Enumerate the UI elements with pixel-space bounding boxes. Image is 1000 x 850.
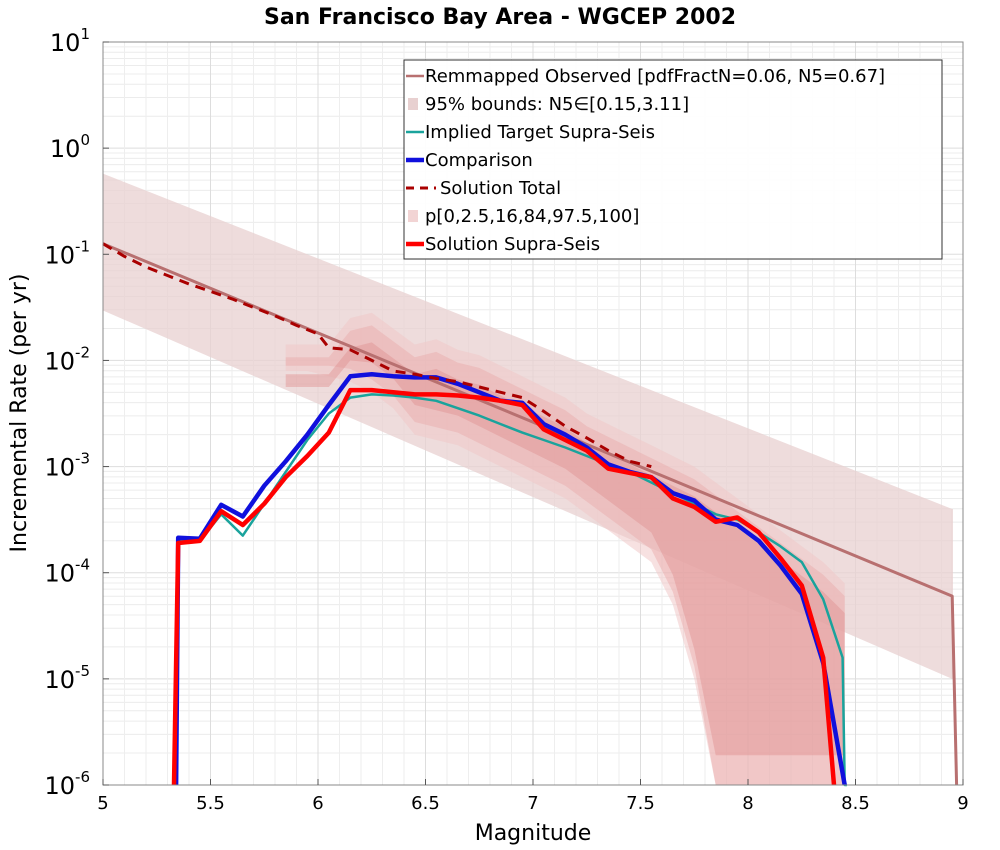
y-tick-exponent: 1 — [80, 25, 90, 43]
y-tick-exponent: -4 — [75, 556, 90, 574]
x-tick-label: 7.5 — [626, 793, 655, 814]
y-tick-label: 10-2 — [44, 343, 90, 375]
legend-label: Remmapped Observed [pdfFractN=0.06, N5=0… — [425, 66, 885, 87]
percentile-band-16-84 — [285, 342, 845, 756]
percentile-band-0-100 — [285, 312, 845, 785]
y-tick-base: 10 — [44, 666, 75, 694]
legend-box — [403, 59, 943, 260]
y-tick-exponent: 0 — [80, 131, 90, 149]
y-tick-label: 10-3 — [44, 450, 90, 482]
legend-label: Comparison — [425, 150, 533, 171]
y-tick-base: 10 — [44, 454, 75, 482]
x-tick-label: 5.5 — [196, 793, 225, 814]
x-axis-ticks: 5 5.5 6 6.5 7 7.5 8 8.5 9 — [97, 779, 969, 814]
y-tick-label: 100 — [50, 131, 90, 163]
legend-swatch-box — [408, 210, 418, 222]
y-tick-exponent: -3 — [75, 450, 90, 468]
y-tick-label: 10-1 — [44, 237, 90, 269]
x-tick-label: 6.5 — [411, 793, 440, 814]
series-implied-target-supra-seis — [178, 393, 847, 787]
y-tick-base: 10 — [44, 241, 75, 269]
series-lines — [102, 242, 959, 787]
x-tick-label: 9 — [957, 793, 968, 814]
legend-label: Implied Target Supra-Seis — [425, 122, 655, 143]
y-tick-exponent: -1 — [75, 237, 90, 255]
percentile-band-2.5-97.5 — [285, 325, 845, 785]
y-tick-label: 10-5 — [44, 662, 90, 694]
legend-swatch-box — [408, 98, 418, 110]
x-tick-label: 8 — [742, 793, 753, 814]
y-tick-base: 10 — [50, 29, 81, 57]
y-tick-base: 10 — [44, 560, 75, 588]
y-tick-base: 10 — [44, 347, 75, 375]
legend-label: p[0,2.5,16,84,97.5,100] — [425, 206, 639, 227]
y-tick-base: 10 — [44, 772, 75, 800]
x-tick-label: 6 — [312, 793, 323, 814]
legend-label: Solution Supra-Seis — [425, 234, 600, 255]
uncertainty-bands — [103, 173, 953, 785]
legend-label: 95% bounds: N5∈[0.15,3.11] — [425, 94, 689, 115]
y-tick-exponent: -6 — [75, 768, 90, 786]
x-axis-label: Magnitude — [475, 821, 592, 846]
y-tick-base: 10 — [50, 135, 81, 163]
y-tick-exponent: -2 — [75, 343, 90, 361]
series-solution-total — [102, 242, 652, 469]
y-tick-label: 10-4 — [44, 556, 90, 588]
y-axis-label: Incremental Rate (per yr) — [7, 274, 32, 553]
y-tick-label: 101 — [50, 25, 90, 57]
chart-title: San Francisco Bay Area - WGCEP 2002 — [264, 5, 736, 30]
x-tick-label: 5 — [97, 793, 108, 814]
x-tick-label: 8.5 — [841, 793, 870, 814]
legend: Remmapped Observed [pdfFractN=0.06, N5=0… — [403, 59, 943, 260]
series-solution-supra-seis — [171, 387, 837, 786]
y-tick-label: 10-6 — [44, 768, 90, 800]
series-remmapped-observed — [102, 242, 959, 786]
legend-label: Solution Total — [440, 178, 561, 199]
x-tick-label: 7 — [527, 793, 538, 814]
y-tick-exponent: -5 — [75, 662, 90, 680]
